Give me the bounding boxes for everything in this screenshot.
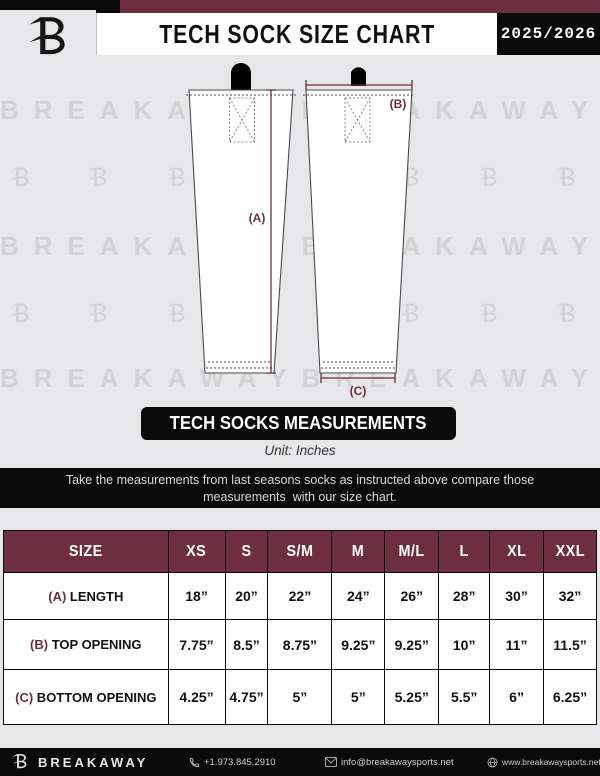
- svg-text:(B): (B): [390, 97, 407, 111]
- svg-text:(C): (C): [350, 384, 367, 398]
- svg-text:(A): (A): [249, 211, 266, 225]
